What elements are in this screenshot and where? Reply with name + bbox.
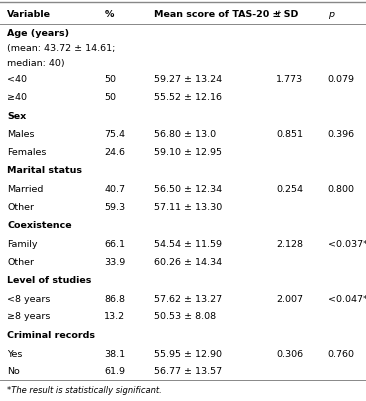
Text: Variable: Variable (7, 10, 51, 19)
Text: Level of studies: Level of studies (7, 276, 92, 286)
Text: Married: Married (7, 185, 44, 194)
Text: 75.4: 75.4 (104, 130, 125, 140)
Text: 0.254: 0.254 (276, 185, 303, 194)
Text: Females: Females (7, 148, 47, 157)
Text: Other: Other (7, 203, 34, 212)
Text: 55.52 ± 12.16: 55.52 ± 12.16 (154, 93, 222, 102)
Text: 57.62 ± 13.27: 57.62 ± 13.27 (154, 295, 222, 304)
Text: (mean: 43.72 ± 14.61;: (mean: 43.72 ± 14.61; (7, 44, 116, 53)
Text: 2.007: 2.007 (276, 295, 303, 304)
Text: 66.1: 66.1 (104, 240, 125, 249)
Text: p: p (328, 10, 333, 19)
Text: 56.77 ± 13.57: 56.77 ± 13.57 (154, 367, 222, 377)
Text: 0.760: 0.760 (328, 350, 355, 359)
Text: 50: 50 (104, 93, 116, 102)
Text: Criminal records: Criminal records (7, 331, 95, 340)
Text: Marital status: Marital status (7, 166, 82, 176)
Text: 38.1: 38.1 (104, 350, 126, 359)
Text: <0.047*: <0.047* (328, 295, 366, 304)
Text: 56.50 ± 12.34: 56.50 ± 12.34 (154, 185, 222, 194)
Text: 86.8: 86.8 (104, 295, 125, 304)
Text: 61.9: 61.9 (104, 367, 125, 377)
Text: 2.128: 2.128 (276, 240, 303, 249)
Text: 59.10 ± 12.95: 59.10 ± 12.95 (154, 148, 222, 157)
Text: 24.6: 24.6 (104, 148, 125, 157)
Text: 56.80 ± 13.0: 56.80 ± 13.0 (154, 130, 216, 140)
Text: 13.2: 13.2 (104, 312, 126, 322)
Text: No: No (7, 367, 20, 377)
Text: 50.53 ± 8.08: 50.53 ± 8.08 (154, 312, 216, 322)
Text: 1.773: 1.773 (276, 75, 303, 85)
Text: Mean score of TAS-20 ± SD: Mean score of TAS-20 ± SD (154, 10, 298, 19)
Text: 0.306: 0.306 (276, 350, 303, 359)
Text: <0.037*: <0.037* (328, 240, 366, 249)
Text: Yes: Yes (7, 350, 23, 359)
Text: ≥8 years: ≥8 years (7, 312, 51, 322)
Text: 54.54 ± 11.59: 54.54 ± 11.59 (154, 240, 222, 249)
Text: Other: Other (7, 257, 34, 267)
Text: 33.9: 33.9 (104, 257, 126, 267)
Text: 50: 50 (104, 75, 116, 85)
Text: <40: <40 (7, 75, 27, 85)
Text: 0.800: 0.800 (328, 185, 355, 194)
Text: Coexistence: Coexistence (7, 221, 72, 231)
Text: median: 40): median: 40) (7, 59, 65, 68)
Text: 0.396: 0.396 (328, 130, 355, 140)
Text: *The result is statistically significant.: *The result is statistically significant… (7, 386, 162, 395)
Text: ≥40: ≥40 (7, 93, 27, 102)
Text: Sex: Sex (7, 111, 27, 121)
Text: 59.27 ± 13.24: 59.27 ± 13.24 (154, 75, 222, 85)
Text: 60.26 ± 14.34: 60.26 ± 14.34 (154, 257, 222, 267)
Text: %: % (104, 10, 114, 19)
Text: 55.95 ± 12.90: 55.95 ± 12.90 (154, 350, 222, 359)
Text: Males: Males (7, 130, 35, 140)
Text: 40.7: 40.7 (104, 185, 125, 194)
Text: 0.079: 0.079 (328, 75, 355, 85)
Text: <8 years: <8 years (7, 295, 51, 304)
Text: 59.3: 59.3 (104, 203, 126, 212)
Text: 0.851: 0.851 (276, 130, 303, 140)
Text: t: t (276, 10, 280, 19)
Text: 57.11 ± 13.30: 57.11 ± 13.30 (154, 203, 222, 212)
Text: Family: Family (7, 240, 38, 249)
Text: Age (years): Age (years) (7, 28, 70, 38)
